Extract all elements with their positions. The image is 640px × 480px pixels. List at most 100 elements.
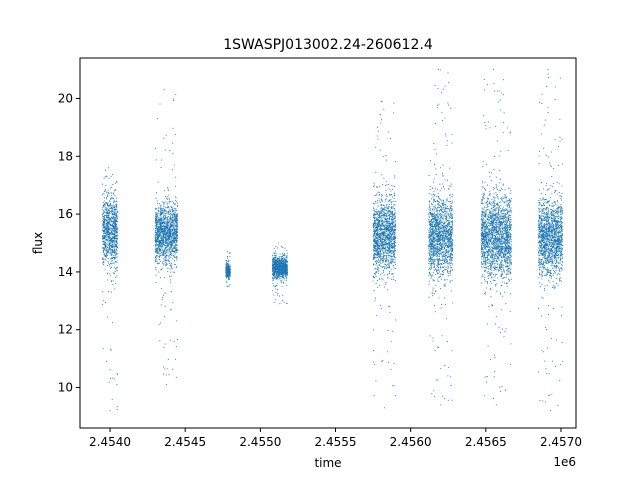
data-point <box>154 244 156 246</box>
data-point <box>108 209 110 211</box>
data-point <box>378 221 380 223</box>
data-point <box>381 248 383 250</box>
data-point <box>103 249 105 251</box>
data-point <box>103 261 105 263</box>
data-point <box>173 215 176 217</box>
data-point <box>384 228 386 230</box>
data-point <box>387 249 389 251</box>
data-point <box>276 259 279 261</box>
data-point <box>279 266 281 268</box>
data-point <box>273 274 275 276</box>
data-point <box>372 256 375 259</box>
data-point <box>393 255 396 258</box>
data-point <box>380 215 383 217</box>
data-point <box>375 223 377 225</box>
data-point <box>104 235 106 237</box>
data-point <box>280 263 282 265</box>
data-point <box>113 378 115 380</box>
data-point <box>227 285 229 287</box>
data-point <box>174 271 176 273</box>
data-point <box>386 242 388 244</box>
data-point <box>106 272 108 274</box>
data-point <box>283 301 285 303</box>
data-point <box>108 210 110 213</box>
data-point <box>169 210 171 212</box>
data-point <box>373 207 375 209</box>
data-point <box>155 215 157 217</box>
data-point <box>173 100 175 102</box>
data-point <box>387 258 389 260</box>
data-point <box>172 242 174 245</box>
data-point <box>391 218 393 220</box>
data-point <box>156 260 158 262</box>
data-point <box>377 241 379 243</box>
data-point <box>168 261 170 263</box>
data-point <box>175 242 177 244</box>
data-point <box>159 229 161 231</box>
data-point <box>166 203 168 205</box>
data-point <box>102 303 104 306</box>
data-point <box>389 243 392 245</box>
data-point <box>374 258 376 260</box>
data-point <box>109 212 111 215</box>
data-point <box>373 226 375 229</box>
data-point <box>385 226 387 228</box>
data-point <box>110 238 112 240</box>
data-point <box>170 217 172 220</box>
data-point <box>110 219 112 221</box>
data-point <box>272 280 274 282</box>
data-point <box>166 233 168 235</box>
data-point <box>272 268 274 270</box>
data-point <box>169 215 171 217</box>
data-point <box>279 279 282 281</box>
data-point <box>394 229 396 231</box>
data-point <box>162 225 164 227</box>
data-point <box>103 299 105 301</box>
data-point <box>157 243 159 245</box>
data-point <box>383 258 385 260</box>
data-point <box>156 233 158 235</box>
data-point <box>382 245 384 247</box>
data-point <box>164 241 166 243</box>
data-point <box>164 315 166 317</box>
data-point <box>174 229 176 231</box>
data-point <box>103 232 105 234</box>
data-point <box>172 254 174 256</box>
data-point <box>379 284 381 286</box>
data-point <box>164 227 166 229</box>
data-point <box>157 235 159 237</box>
data-point <box>165 254 168 256</box>
data-point <box>174 196 176 198</box>
data-point <box>227 268 229 270</box>
data-point <box>171 200 173 202</box>
data-point <box>381 242 383 244</box>
data-point <box>165 242 167 244</box>
data-point <box>165 227 167 229</box>
data-point <box>108 381 110 383</box>
data-point <box>164 209 166 211</box>
data-point <box>380 216 382 218</box>
data-point <box>175 237 177 239</box>
data-point <box>104 208 106 210</box>
data-point <box>378 254 380 256</box>
data-point <box>375 244 377 247</box>
data-point <box>278 278 280 280</box>
data-point <box>107 227 109 229</box>
data-point <box>112 236 114 238</box>
data-point <box>372 264 374 266</box>
data-point <box>107 236 109 239</box>
data-point <box>116 256 118 258</box>
data-point <box>154 225 156 227</box>
data-point <box>175 238 177 240</box>
data-point <box>112 256 114 258</box>
data-point <box>392 252 394 254</box>
data-point <box>390 255 392 257</box>
data-point <box>156 234 158 236</box>
data-point <box>176 246 178 248</box>
data-point <box>168 201 170 203</box>
data-point <box>376 254 378 256</box>
data-point <box>108 291 110 293</box>
data-point <box>374 252 376 254</box>
data-point <box>109 241 111 243</box>
data-point <box>374 212 376 215</box>
